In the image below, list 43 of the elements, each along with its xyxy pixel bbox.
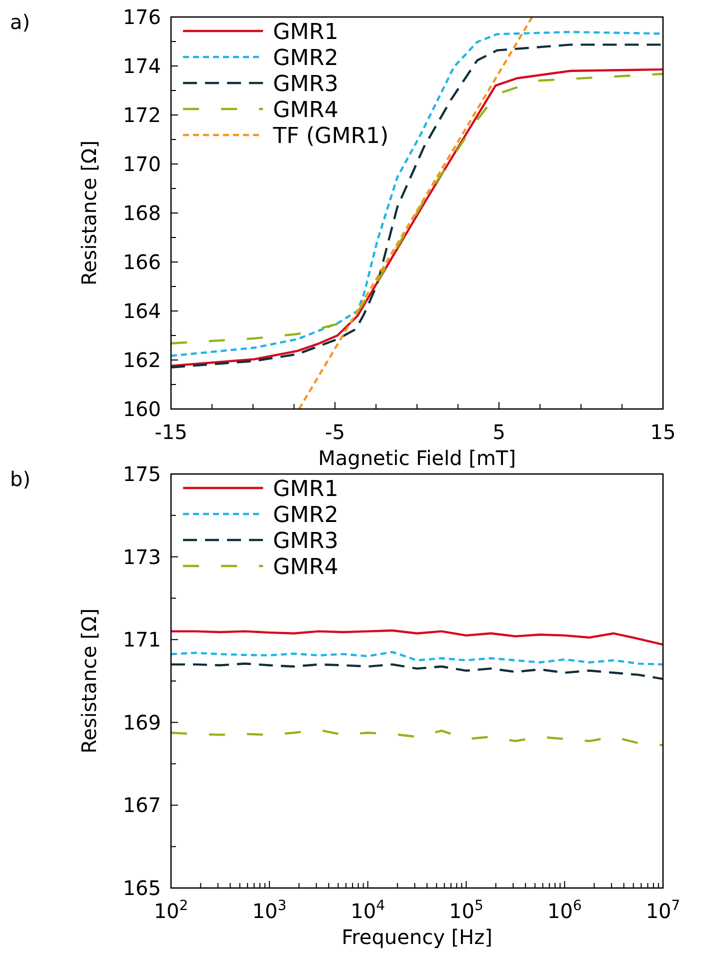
y-axis-title: Resistance [Ω] [77,608,101,754]
x-tick-label: -15 [154,420,188,444]
x-tick-label: 10$^{5}$ [449,898,484,923]
legend-label: GMR4 [273,555,338,580]
x-tick-label: 10$^{6}$ [547,898,582,923]
x-tick-label: -5 [325,420,345,444]
x-tick-label: 5 [492,420,506,444]
line-series [171,629,663,646]
y-tick-label: 171 [122,628,161,652]
x-tick-label: 10$^{3}$ [252,898,287,923]
legend-label: GMR4 [273,98,338,123]
legend-label: GMR2 [273,503,338,528]
x-tick-label: 15 [650,420,676,444]
x-axis-title: Magnetic Field [mT] [318,446,516,470]
line-series [171,650,663,666]
text: b) [10,467,30,491]
y-axis-title: Resistance [Ω] [77,140,101,286]
y-tick-label: 160 [122,397,161,421]
y-tick-label: 165 [122,876,161,900]
y-tick-label: 168 [122,201,161,225]
y-tick-label: 164 [122,299,161,323]
legend-label: GMR3 [273,529,338,554]
legend-label: GMR3 [273,72,338,97]
y-tick-label: 162 [122,348,161,372]
y-tick-label: 173 [122,544,161,569]
x-tick-label: 10$^{4}$ [350,898,386,923]
y-tick-label: 170 [122,152,161,176]
y-tick-label: 169 [122,710,161,734]
text: a) [10,10,30,34]
y-tick-label: 174 [122,54,161,78]
legend-label: GMR1 [273,20,338,45]
y-tick-label: 172 [122,103,161,127]
legend-label: GMR2 [273,46,338,71]
x-tick-label: 10$^{2}$ [154,898,188,923]
y-tick-label: 167 [122,793,161,818]
x-tick-label: 10$^{7}$ [646,898,680,923]
x-axis-title: Frequency [Hz] [342,925,492,949]
legend-label: GMR1 [273,477,338,502]
y-tick-label: 166 [122,250,161,274]
legend-label: TF (GMR1) [272,124,389,149]
y-tick-label: 176 [122,5,161,29]
y-tick-label: 175 [122,462,161,486]
line-series [171,662,663,680]
